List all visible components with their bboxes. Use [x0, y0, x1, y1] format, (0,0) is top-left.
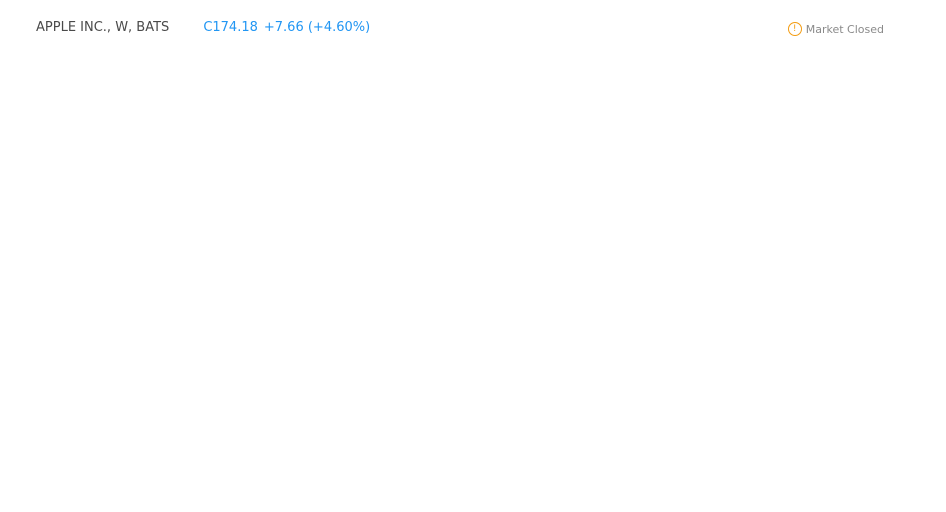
y-tick-label: 120.00 — [895, 237, 930, 248]
status-text: Market Closed — [805, 22, 884, 36]
price-change: +7.66 (+4.60%) — [263, 20, 371, 35]
y-tick-label: 60.00 — [895, 350, 924, 361]
y-tick-label: 160.00 — [895, 161, 930, 172]
x-tick-label: 2011 — [319, 490, 347, 501]
market-status: ! Market Closed — [787, 22, 884, 36]
y-tick-label: 220.00 — [895, 47, 930, 58]
y-tick-label: 180.00 — [895, 123, 930, 134]
last-price-label: 174.18 — [892, 134, 931, 145]
header: APPLE INC., W, BATS C174.18 +7.66 (+4.60… — [36, 20, 370, 35]
x-tick-label: 2009 — [190, 490, 218, 501]
symbol[interactable]: APPLE INC., W, BATS — [36, 20, 170, 35]
y-tick-label: 140.00 — [895, 199, 930, 210]
x-tick-label: 2015 — [576, 490, 604, 501]
y-tick-label: 200.00 — [895, 85, 930, 96]
close-price: C174.18 — [203, 20, 258, 35]
x-tick-label: 2017 — [705, 490, 733, 501]
price-line — [29, 41, 859, 455]
x-tick-label: 2007 — [61, 490, 89, 501]
y-tick-label: 0.00 — [895, 464, 917, 475]
y-tick-label: 100.00 — [895, 274, 930, 285]
x-tick-label: 2019 — [833, 490, 861, 501]
x-tick-label: 2013 — [447, 490, 475, 501]
y-tick-label: 40.00 — [895, 388, 924, 399]
status-icon: ! — [787, 22, 802, 36]
y-tick-label: 80.00 — [895, 312, 924, 323]
last-price-box — [887, 131, 937, 146]
y-tick-label: 20.00 — [895, 426, 924, 437]
